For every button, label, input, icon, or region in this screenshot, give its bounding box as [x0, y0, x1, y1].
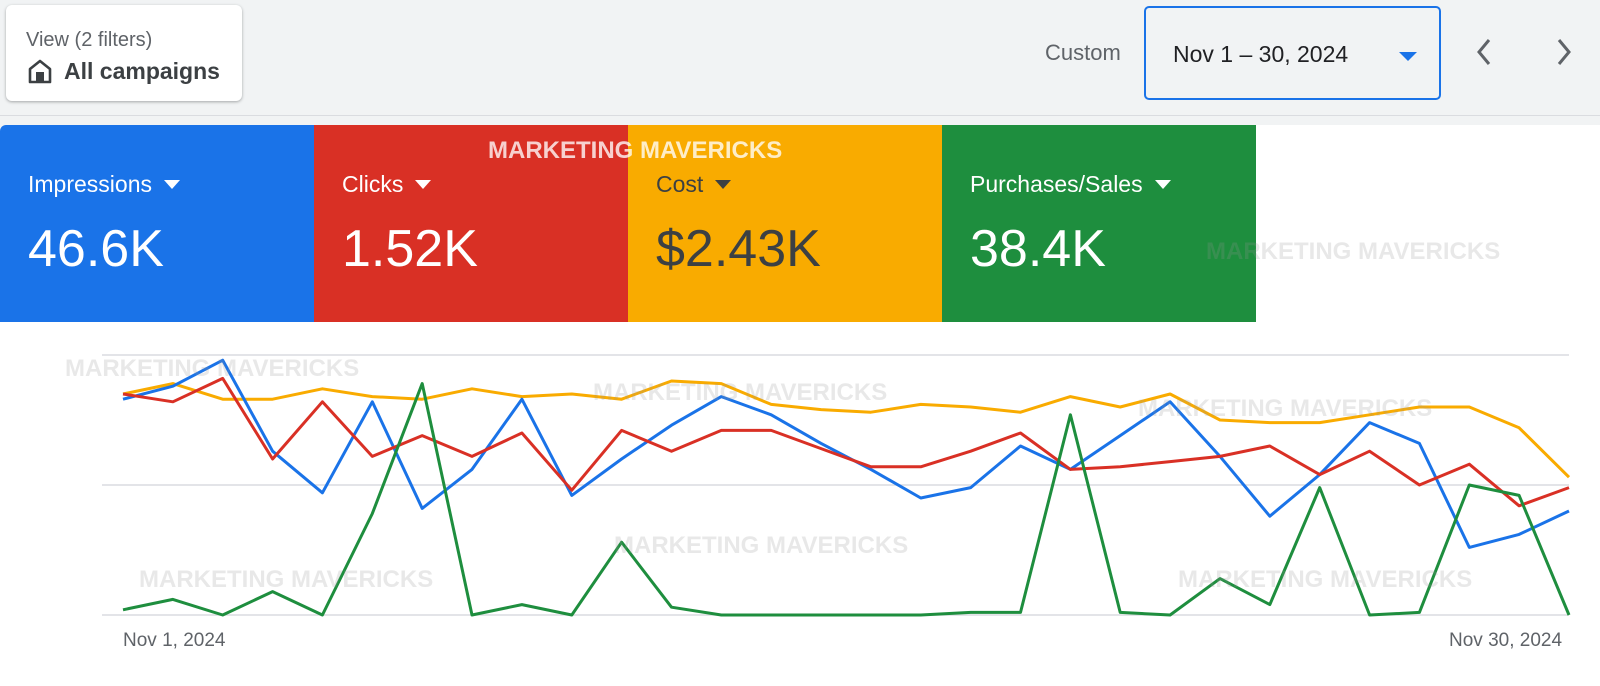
home-icon: [26, 57, 54, 85]
metric-card-clicks[interactable]: Clicks 1.52K: [314, 125, 628, 322]
caret-down-icon: [715, 180, 732, 189]
performance-line-chart: [102, 354, 1571, 617]
x-tick-label-start: Nov 1, 2024: [123, 630, 226, 651]
caret-down-icon: [1399, 52, 1417, 61]
view-title-row: All campaigns: [26, 57, 220, 85]
toolbar: View (2 filters) All campaigns Custom No…: [0, 0, 1600, 116]
x-tick-label-end: Nov 30, 2024: [1449, 630, 1563, 651]
date-range-text: Nov 1 – 30, 2024: [1173, 41, 1349, 67]
metric-value: 38.4K: [970, 220, 1106, 278]
chevron-left-icon: [1477, 39, 1491, 65]
previous-period-button[interactable]: [1462, 30, 1506, 74]
series-line-purchases-sales[interactable]: [122, 382, 1571, 617]
series-line-cost[interactable]: [122, 379, 1571, 479]
view-title: All campaigns: [64, 57, 220, 84]
performance-panel: Impressions 46.6K Clicks 1.52K Cost $2.4…: [0, 125, 1600, 686]
caret-down-icon: [1154, 180, 1171, 189]
caret-down-icon: [163, 180, 180, 189]
metric-name: Clicks: [342, 171, 432, 198]
view-filter-label: View (2 filters): [26, 29, 153, 51]
caret-down-icon: [415, 180, 432, 189]
series-line-impressions[interactable]: [122, 358, 1570, 549]
metric-card-purchases-sales[interactable]: Purchases/Sales 38.4K: [942, 125, 1256, 322]
metric-name: Cost: [656, 171, 732, 198]
metric-name: Impressions: [28, 171, 180, 198]
next-period-button[interactable]: [1542, 30, 1586, 74]
date-range-select[interactable]: Nov 1 – 30, 2024: [1144, 6, 1441, 100]
metric-name: Purchases/Sales: [970, 171, 1171, 198]
metric-value: 46.6K: [28, 220, 164, 278]
range-type-label: Custom: [1045, 40, 1121, 65]
chevron-right-icon: [1557, 39, 1571, 65]
metric-card-cost[interactable]: Cost $2.43K: [628, 125, 942, 322]
metric-value: $2.43K: [656, 220, 821, 278]
view-selector[interactable]: View (2 filters) All campaigns: [6, 5, 242, 101]
metric-card-impressions[interactable]: Impressions 46.6K: [0, 125, 314, 322]
series-line-clicks[interactable]: [122, 376, 1570, 508]
metric-value: 1.52K: [342, 220, 478, 278]
